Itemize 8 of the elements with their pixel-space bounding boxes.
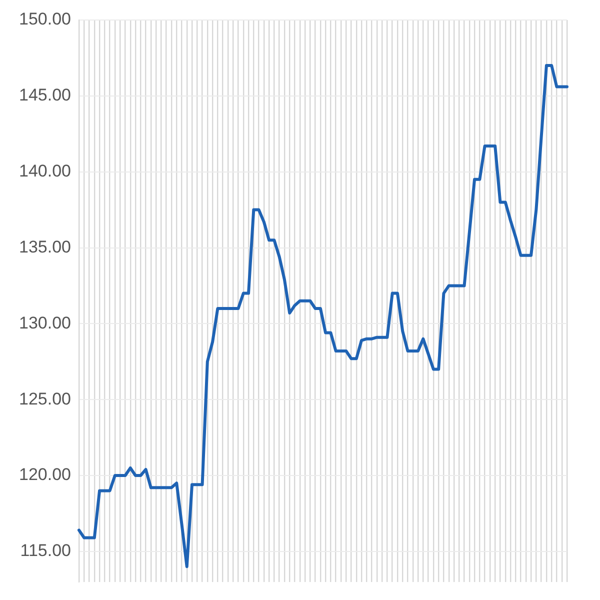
y-tick-label: 140.00 bbox=[18, 162, 71, 181]
y-tick-label: 120.00 bbox=[18, 465, 71, 484]
y-tick-label: 150.00 bbox=[18, 10, 71, 29]
y-tick-label: 115.00 bbox=[20, 541, 71, 560]
y-tick-label: 135.00 bbox=[18, 237, 71, 256]
y-tick-label: 125.00 bbox=[18, 389, 71, 408]
y-tick-label: 145.00 bbox=[18, 86, 71, 105]
y-tick-label: 130.00 bbox=[18, 313, 71, 332]
